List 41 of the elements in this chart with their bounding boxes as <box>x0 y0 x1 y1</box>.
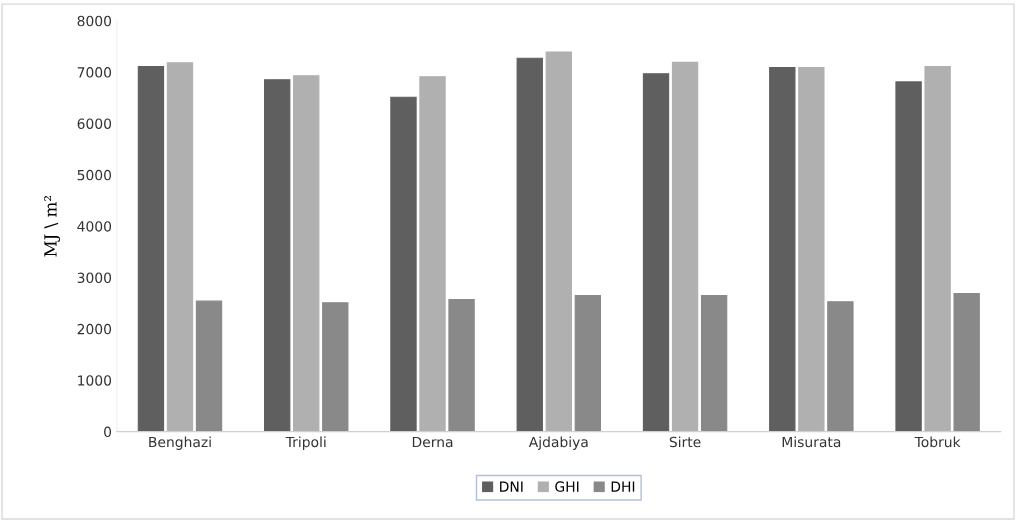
y-tick-label: 0 <box>104 426 112 438</box>
bar <box>574 294 602 432</box>
y-tick-label: 7000 <box>77 67 112 78</box>
x-tick-label: Tripoli <box>285 436 326 450</box>
y-axis-title: MJ \ m² <box>44 196 60 257</box>
x-tick-label: Ajdabiya <box>528 436 588 450</box>
bar <box>895 81 922 432</box>
y-tick-label: 8000 <box>77 15 112 27</box>
legend-label: GHI <box>555 481 579 492</box>
x-tick-label: Sirte <box>669 436 701 448</box>
bar <box>419 76 446 432</box>
bar <box>700 294 728 432</box>
bar <box>264 79 291 432</box>
bar <box>195 300 223 432</box>
bar <box>671 61 699 432</box>
bar <box>448 299 475 432</box>
x-tick-label: Benghazi <box>149 436 211 450</box>
y-tick-label: 3000 <box>77 272 112 284</box>
y-tick-label: 6000 <box>77 118 112 129</box>
bar <box>516 57 543 432</box>
x-tick-label: Tobruk <box>914 436 961 448</box>
bar <box>293 75 320 432</box>
bar <box>953 292 980 432</box>
y-tick-label: 2000 <box>77 323 112 335</box>
x-tick-label: Misurata <box>782 436 841 448</box>
y-tick-label: 5000 <box>77 169 112 181</box>
bar <box>545 51 572 432</box>
legend-label: DNI <box>500 481 523 492</box>
y-tick-label: 4000 <box>77 221 112 232</box>
bar <box>769 66 796 432</box>
bar <box>137 65 165 432</box>
bar <box>924 65 951 432</box>
y-tick-label: 1000 <box>78 375 112 386</box>
bar <box>390 96 417 432</box>
bar <box>322 302 349 432</box>
bar <box>827 301 854 432</box>
bar <box>642 73 670 432</box>
legend-label: DHI <box>611 481 635 492</box>
bar <box>798 66 825 432</box>
x-tick-label: Derna <box>412 436 453 448</box>
bar <box>166 62 194 432</box>
